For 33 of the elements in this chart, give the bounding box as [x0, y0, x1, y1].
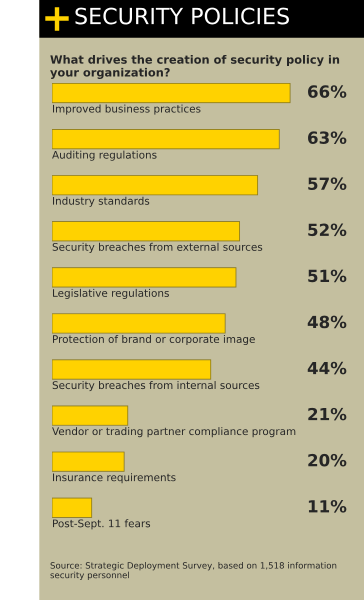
bar	[52, 313, 226, 334]
data-label: 63%	[308, 131, 346, 144]
data-label: 44%	[308, 362, 346, 374]
y-tick-label: Industry standards	[53, 196, 150, 207]
y-tick-label: Auditing regulations	[52, 150, 157, 161]
y-tick-label: Security breaches from external sources	[52, 242, 262, 253]
data-label: 21%	[308, 408, 346, 420]
bar	[52, 82, 291, 104]
y-tick-label: Improved business practices	[53, 104, 200, 115]
y-tick-label: Vendor or trading partner compliance program	[52, 427, 296, 438]
bar	[52, 452, 125, 472]
bar	[52, 498, 92, 518]
bar	[52, 129, 280, 150]
data-label: 20%	[308, 454, 346, 467]
data-label: 48%	[308, 316, 346, 328]
y-tick-label: Insurance requirements	[53, 473, 176, 484]
bar	[52, 175, 258, 196]
bar	[52, 405, 128, 426]
bar	[52, 267, 236, 288]
y-tick-label: Protection of brand or corporate image	[53, 334, 255, 346]
y-tick-label: Security breaches from internal sources	[52, 381, 260, 392]
bar	[52, 359, 212, 380]
y-tick-label: Legislative regulations	[53, 288, 169, 299]
chart-subtitle: What drives the creation of security policy in your organization?	[50, 55, 340, 79]
chart-title: SECURITY POLICIES	[75, 8, 289, 24]
data-label: 52%	[308, 224, 346, 236]
data-label: 66%	[308, 85, 346, 98]
y-tick-label: Post-Sept. 11 fears	[53, 519, 150, 530]
data-label: 11%	[308, 500, 346, 513]
data-label: 57%	[308, 177, 346, 190]
data-label: 51%	[308, 270, 346, 282]
source-note: Source: Strategic Deployment Survey, based on 1,518 information security personnel	[50, 562, 336, 580]
bar	[52, 221, 240, 242]
